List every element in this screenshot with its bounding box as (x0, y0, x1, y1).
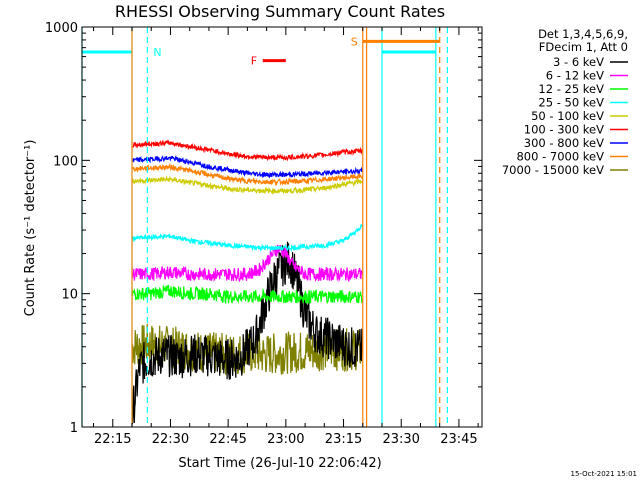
x-tick-label-4: 23:15 (325, 432, 362, 447)
marker-label-1: N (153, 46, 161, 59)
legend-entry-label-7: 800 - 7000 keV (516, 150, 604, 164)
x-tick-label-2: 22:45 (209, 432, 246, 447)
chart-title: RHESSI Observing Summary Count Rates (115, 2, 445, 21)
series-line-2 (131, 284, 363, 305)
flare-bar-label: F (251, 55, 257, 68)
x-tick-label-3: 23:00 (267, 432, 304, 447)
x-tick-label-6: 23:45 (440, 432, 477, 447)
x-tick-label-5: 23:30 (382, 432, 419, 447)
legend-entry-label-8: 7000 - 15000 keV (502, 163, 604, 177)
y-tick-label-1: 10 (61, 288, 78, 303)
series-line-5 (131, 139, 363, 162)
y-tick-label-2: 100 (53, 154, 78, 169)
series-line-7 (131, 162, 363, 187)
axes-layer: 22:15 22:30 22:45 23:00 23:15 23:30 23:45 1 10 10… (45, 21, 483, 447)
y-tick-label-0: 1 (70, 421, 78, 436)
legend-header-0: Det 1,3,4,5,6,9, (538, 27, 628, 41)
x-tick-label-0: 22:15 (94, 432, 131, 447)
legend-entry-label-3: 25 - 50 keV (538, 96, 604, 110)
y-axis-label: Count Rate (s⁻¹ detector⁻¹) (23, 140, 38, 317)
plot-frame (81, 26, 483, 428)
series-line-0 (131, 241, 363, 425)
attenuator-bar-label: S (351, 35, 358, 48)
legend-entry-label-4: 50 - 100 keV (531, 109, 604, 123)
series-line-3 (131, 224, 363, 253)
series-line-1 (131, 244, 363, 283)
data-layer (131, 139, 363, 425)
legend-entry-label-5: 100 - 300 keV (524, 123, 604, 137)
x-axis-label: Start Time (26-Jul-10 22:06:42) (178, 456, 381, 471)
legend-entry-label-2: 12 - 25 keV (538, 82, 604, 96)
legend-header-1: FDecim 1, Att 0 (539, 40, 628, 54)
y-tick-label-3: 1000 (45, 21, 78, 36)
legend-entry-label-0: 3 - 6 keV (553, 55, 604, 69)
legend: Det 1,3,4,5,6,9,FDecim 1, Att 03 - 6 keV… (502, 27, 628, 177)
legend-entry-label-6: 300 - 800 keV (524, 136, 604, 150)
x-tick-label-1: 22:30 (152, 432, 189, 447)
legend-entry-label-1: 6 - 12 keV (546, 69, 604, 83)
timestamp-label: 15-Oct-2021 15:01 (571, 470, 637, 478)
series-line-6 (131, 154, 363, 179)
series-line-4 (131, 175, 363, 195)
